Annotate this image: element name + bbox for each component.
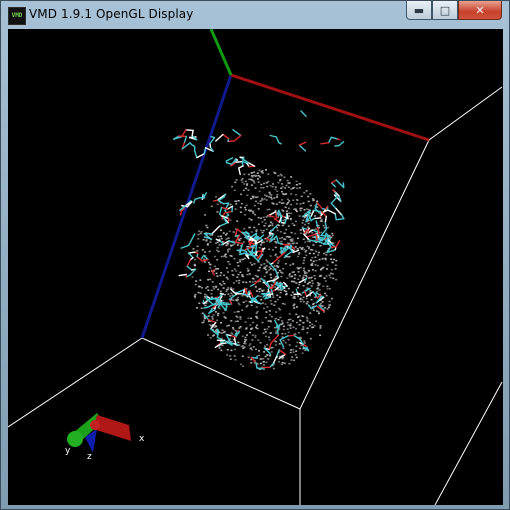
scene-canvas[interactable]: x y z — [8, 29, 503, 505]
axis-x-label: x — [139, 434, 145, 444]
vmd-app-icon: VMD — [8, 7, 26, 25]
axes-indicator: x y z — [65, 413, 145, 462]
close-button[interactable]: ✕ — [458, 1, 502, 20]
molecule-sticks — [174, 111, 344, 369]
axis-z-label: z — [87, 452, 92, 462]
opengl-viewport[interactable]: x y z — [8, 29, 503, 505]
title-bar[interactable]: VMD VMD 1.9.1 OpenGL Display ▬ □ ✕ — [1, 1, 509, 29]
maximize-button[interactable]: □ — [432, 1, 458, 20]
minimize-button[interactable]: ▬ — [406, 1, 432, 20]
axis-origin — [67, 431, 83, 447]
axis-y-label: y — [65, 446, 71, 456]
window-controls: ▬ □ ✕ — [406, 1, 502, 21]
window-title: VMD 1.9.1 OpenGL Display — [29, 7, 193, 21]
box-edge-green — [211, 29, 231, 75]
box-edge-red — [231, 75, 429, 140]
